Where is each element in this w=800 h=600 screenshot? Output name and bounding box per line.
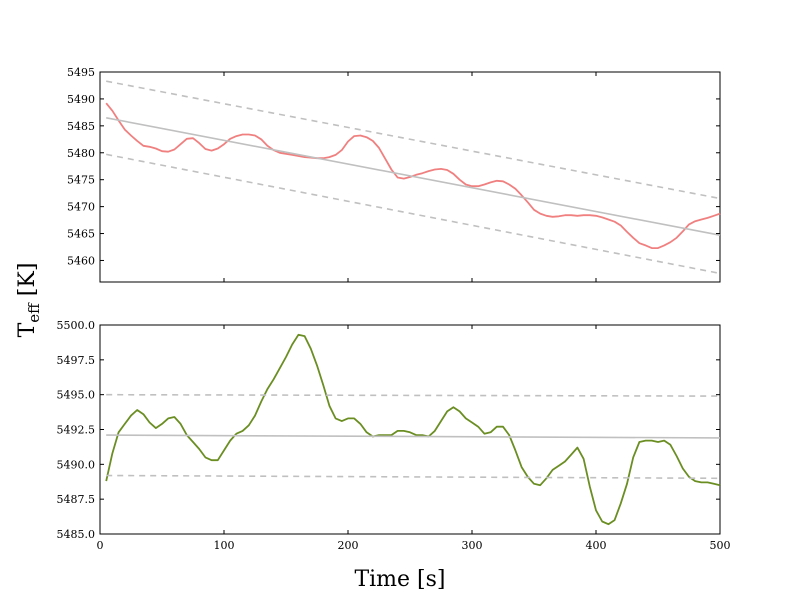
top-ytick-label: 5495: [67, 66, 95, 79]
y-axis-title: Teff [K]: [15, 263, 43, 338]
bottom-xtick-label: 500: [710, 539, 731, 552]
bottom-ytick-label: 5497.5: [57, 354, 96, 367]
x-axis-title: Time [s]: [354, 567, 445, 592]
bottom-panel: 5485.0 5487.5 5490.0 5492.5 5495.0 5497.5 5500…: [57, 319, 731, 552]
top-ytick-label: 5490: [67, 93, 95, 106]
bottom-data-line: [105, 333, 721, 526]
bottom-xtick-label: 200: [338, 539, 359, 552]
top-ytick-label: 5485: [67, 120, 95, 133]
y-axis-title-sub: eff: [25, 302, 43, 323]
top-data-line: [105, 102, 721, 250]
top-ytick-label: 5475: [67, 174, 95, 187]
top-fit-line: [106, 117, 721, 236]
top-ytick-label: 5470: [67, 201, 95, 214]
y-axis-title-main: T: [15, 322, 40, 337]
bottom-ytick-label: 5492.5: [57, 424, 96, 437]
top-ytick-label: 5480: [67, 147, 95, 160]
top-ytick-label: 5460: [67, 254, 95, 267]
top-axes-frame: [99, 71, 721, 283]
bottom-axes-frame: [99, 324, 721, 535]
bottom-band-line-2: [106, 393, 721, 397]
bottom-xtick-label: 300: [462, 539, 483, 552]
bottom-band-line-3: [106, 474, 721, 480]
bottom-ytick-label: 5500.0: [57, 319, 96, 332]
top-band-line-2: [106, 80, 721, 200]
top-panel: 5460 5465 5470 5475 5480 5485 5490 5495: [67, 66, 721, 283]
top-ytick-label: 5465: [67, 228, 95, 241]
bottom-xtick-label: 400: [586, 539, 607, 552]
bottom-ytick-label: 5495.0: [57, 389, 96, 402]
bottom-ytick-label: 5487.5: [57, 493, 96, 506]
y-axis-title-unit: [K]: [15, 263, 40, 304]
bottom-ytick-label: 5490.0: [57, 458, 96, 471]
bottom-xtick-label: 100: [214, 539, 235, 552]
top-band-line-3: [106, 153, 721, 275]
bottom-fit-line: [106, 434, 721, 439]
bottom-ytick-label: 5485.0: [57, 528, 96, 541]
bottom-xtick-label: 0: [97, 539, 104, 552]
